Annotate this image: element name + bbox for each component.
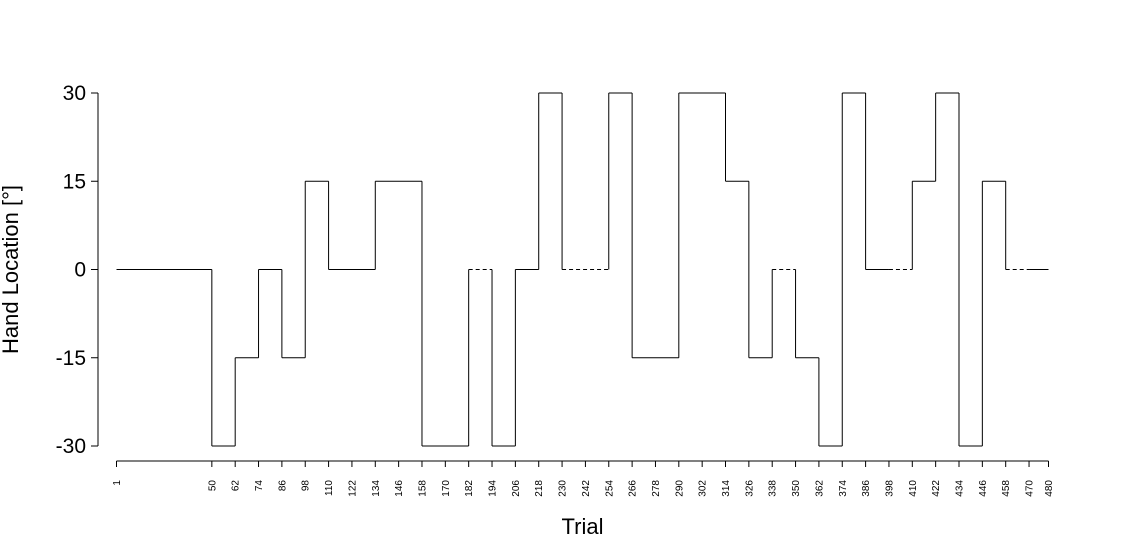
x-tick-label: 386 (861, 480, 872, 497)
y-axis-title: Hand Location [°] (0, 185, 23, 354)
plot-area (116, 92, 1049, 447)
x-tick-label: 194 (488, 480, 499, 497)
x-tick-label: 350 (791, 480, 802, 497)
x-tick-label: 480 (1044, 480, 1055, 497)
x-tick-label: 410 (908, 480, 919, 497)
x-tick-label: 254 (604, 480, 615, 497)
x-tick-label: 470 (1025, 480, 1036, 497)
x-tick-label: 338 (768, 480, 779, 497)
x-tick-label: 290 (674, 480, 685, 497)
x-tick-label: 206 (511, 480, 522, 497)
x-tick-label: 170 (441, 480, 452, 497)
x-tick-label: 230 (558, 480, 569, 497)
x-tick-label: 50 (207, 480, 218, 492)
x-tick-label: 398 (884, 480, 895, 497)
x-tick-label: 314 (721, 480, 732, 497)
x-tick-label: 326 (744, 480, 755, 497)
x-tick-label: 98 (301, 480, 312, 492)
x-tick-label: 218 (534, 480, 545, 497)
y-axis: -30 -15 0 15 30 (56, 82, 99, 458)
x-tick-label: 446 (978, 480, 989, 497)
x-tick-label: 374 (838, 480, 849, 497)
x-tick-label: 434 (954, 480, 965, 497)
x-tick-label: 278 (651, 480, 662, 497)
x-tick-label: 110 (324, 480, 335, 496)
x-tick-label: 266 (628, 480, 639, 497)
y-tick-label: 0 (74, 259, 86, 282)
x-tick-label: 458 (1001, 480, 1012, 497)
x-tick-label: 86 (277, 480, 288, 492)
x-tick-label: 122 (347, 480, 358, 497)
x-axis: 1 50 62 74 86 98 110 122 134 146 158 170 182 194 206 21… (112, 460, 1055, 497)
x-tick-label: 302 (698, 480, 709, 497)
x-tick-label: 74 (254, 480, 265, 492)
x-tick-label: 146 (394, 480, 405, 497)
x-tick-label: 62 (231, 480, 242, 492)
y-tick-label: 15 (63, 170, 86, 193)
x-tick-label: 134 (371, 480, 382, 497)
x-tick-label: 422 (931, 480, 942, 497)
x-tick-label: 158 (417, 480, 428, 497)
x-tick-label: 242 (581, 480, 592, 497)
x-tick-label: 362 (814, 480, 825, 497)
x-axis-title: Trial (562, 514, 604, 539)
x-tick-label: 182 (464, 480, 475, 497)
y-tick-label: 30 (63, 82, 86, 105)
y-tick-label: -15 (56, 347, 86, 370)
x-tick-label: 1 (112, 480, 123, 486)
y-tick-label: -30 (56, 435, 86, 458)
